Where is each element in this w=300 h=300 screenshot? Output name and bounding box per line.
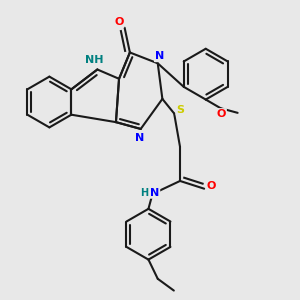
Text: O: O: [114, 17, 124, 27]
Text: N: N: [134, 133, 144, 142]
Text: N: N: [150, 188, 160, 198]
Text: NH: NH: [85, 55, 104, 65]
Text: O: O: [217, 109, 226, 119]
Text: S: S: [176, 105, 184, 115]
Text: H: H: [140, 188, 148, 198]
Text: N: N: [155, 52, 164, 61]
Text: O: O: [206, 181, 216, 190]
